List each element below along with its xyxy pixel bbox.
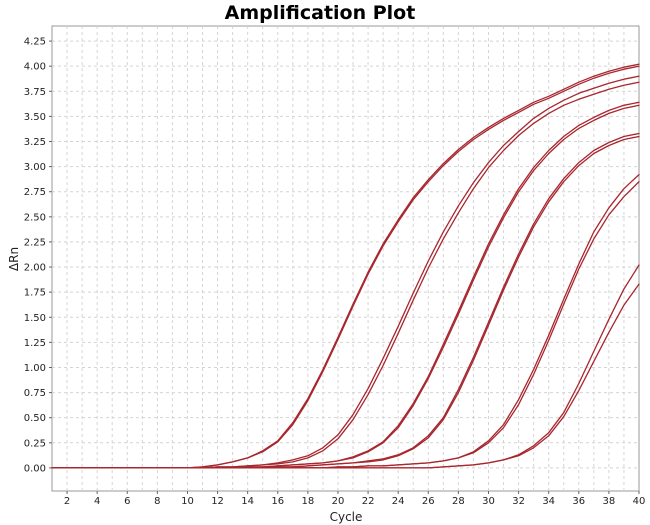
x-tick-label: 14 [241, 496, 254, 507]
y-tick-label: 3.25 [24, 137, 46, 148]
y-tick-label: 2.25 [24, 237, 46, 248]
x-tick-label: 26 [422, 496, 435, 507]
chart-title: Amplification Plot [225, 2, 416, 24]
x-tick-label: 30 [482, 496, 495, 507]
x-tick-label: 18 [302, 496, 315, 507]
x-tick-label: 22 [362, 496, 375, 507]
x-tick-label: 8 [154, 496, 160, 507]
y-tick-label: 4.25 [24, 37, 46, 48]
y-tick-label: 2.00 [24, 263, 46, 274]
y-axis-label: ΔRn [7, 247, 21, 271]
x-tick-label: 34 [542, 496, 555, 507]
plot-area [51, 25, 640, 492]
y-tick-label: 0.75 [24, 388, 46, 399]
x-tick-label: 32 [512, 496, 525, 507]
x-tick-label: 12 [211, 496, 224, 507]
y-axis-ticks: 0.00 0.25 0.50 0.75 1.00 1.25 1.50 1.75 2.00 2.25… [24, 37, 52, 474]
x-tick-label: 16 [271, 496, 284, 507]
y-tick-label: 4.00 [24, 62, 46, 73]
y-tick-label: 3.50 [24, 112, 46, 123]
x-tick-label: 4 [94, 496, 100, 507]
x-axis-ticks: 2 4 6 8 10 12 14 16 18 20 22 24 26 28 30 32 34 36 38 40 [64, 491, 646, 507]
amplification-curve-12 [51, 283, 640, 469]
y-tick-label: 0.50 [24, 413, 46, 424]
x-tick-label: 40 [633, 496, 646, 507]
x-tick-label: 20 [332, 496, 345, 507]
y-tick-label: 1.25 [24, 338, 46, 349]
series-group [51, 63, 640, 469]
y-tick-label: 0.00 [24, 463, 46, 474]
x-tick-label: 2 [64, 496, 70, 507]
x-axis-label: Cycle [330, 510, 363, 524]
y-tick-label: 1.50 [24, 313, 46, 324]
x-tick-label: 6 [124, 496, 130, 507]
y-tick-label: 2.75 [24, 187, 46, 198]
y-tick-label: 3.75 [24, 87, 46, 98]
y-tick-label: 0.25 [24, 438, 46, 449]
y-tick-label: 1.75 [24, 288, 46, 299]
x-tick-label: 24 [392, 496, 405, 507]
y-tick-label: 3.00 [24, 162, 46, 173]
x-tick-label: 36 [572, 496, 585, 507]
y-tick-label: 2.50 [24, 212, 46, 223]
x-tick-label: 10 [181, 496, 194, 507]
x-tick-label: 28 [452, 496, 465, 507]
x-tick-label: 38 [603, 496, 616, 507]
y-tick-label: 1.00 [24, 363, 46, 374]
